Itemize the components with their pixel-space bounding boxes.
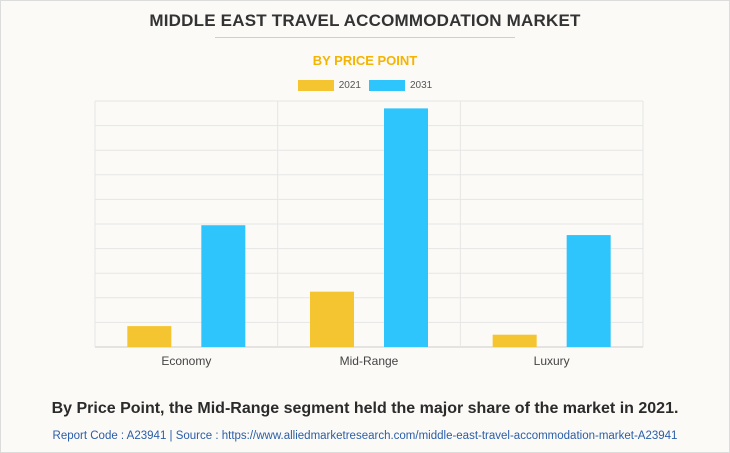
footer-source: Report Code : A23941 | Source : https://… xyxy=(52,430,678,442)
chart-title: MIDDLE EAST TRAVEL ACCOMMODATION MARKET xyxy=(149,11,581,30)
legend-swatch-2021 xyxy=(297,80,334,91)
chart-subtitle: BY PRICE POINT xyxy=(312,53,418,68)
bar-2021-economy xyxy=(127,326,172,347)
title-divider xyxy=(215,37,515,38)
chart-legend: 2021 2031 xyxy=(0,80,730,91)
x-tick-label: Mid-Range xyxy=(340,354,399,368)
bar-2031-luxury xyxy=(566,235,611,347)
bar-2021-luxury xyxy=(492,334,537,347)
legend-label-2031: 2031 xyxy=(410,80,433,91)
legend-item-2031: 2031 xyxy=(369,80,432,91)
bar-2031-mid-range xyxy=(384,108,428,347)
legend-item-2021: 2021 xyxy=(297,80,361,91)
legend-swatch-2031 xyxy=(369,80,405,91)
legend-label-2021: 2021 xyxy=(338,80,361,91)
x-tick-label: Luxury xyxy=(534,354,570,368)
bar-2031-economy xyxy=(201,225,246,347)
bar-2021-mid-range xyxy=(310,291,354,347)
footer-note: By Price Point, the Mid-Range segment he… xyxy=(51,400,679,417)
x-tick-label: Economy xyxy=(161,354,211,368)
